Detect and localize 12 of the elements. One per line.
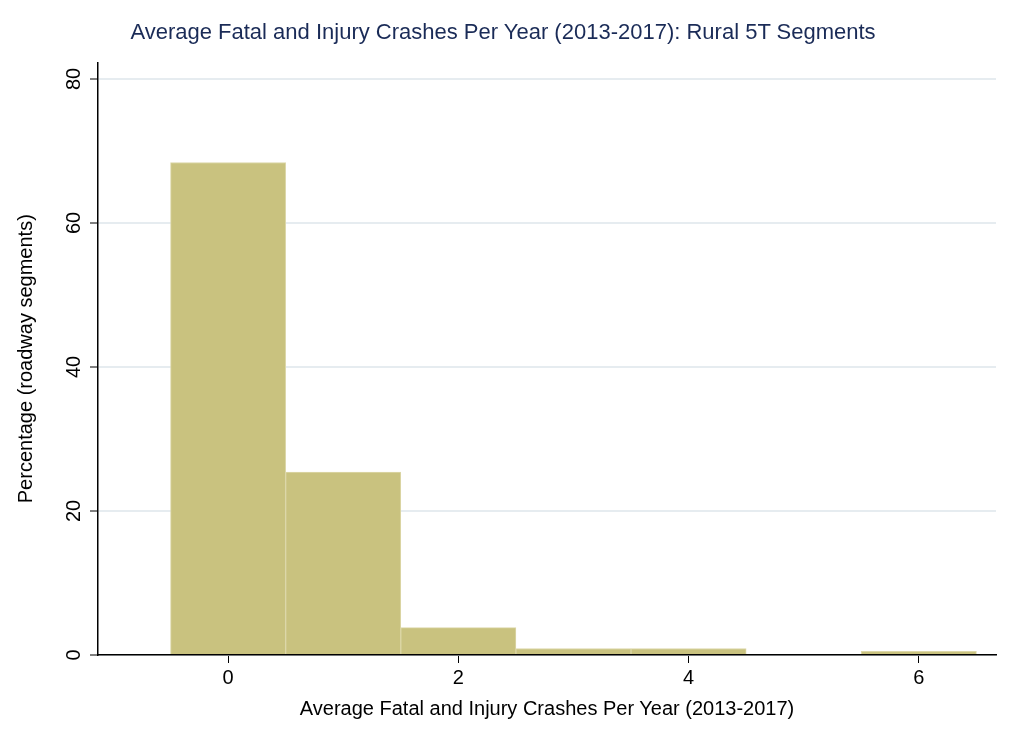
y-tick-label: 60 (61, 211, 84, 235)
x-axis-title: Average Fatal and Injury Crashes Per Year (2013-2017) (299, 696, 795, 719)
x-tick-label: 6 (913, 665, 925, 688)
y-axis-title: Percentage (roadway segments) (13, 214, 36, 504)
x-tick-label: 4 (683, 665, 695, 688)
chart-title: Average Fatal and Injury Crashes Per Year (2013-2017): Rural 5T Segments (130, 19, 876, 45)
y-tick-label: 0 (61, 649, 84, 661)
y-tick-label: 80 (61, 67, 84, 91)
x-tick-label: 2 (452, 665, 464, 688)
y-tick-label: 40 (61, 355, 84, 379)
y-tick-label: 20 (61, 499, 84, 523)
x-tick-label: 0 (222, 665, 234, 688)
